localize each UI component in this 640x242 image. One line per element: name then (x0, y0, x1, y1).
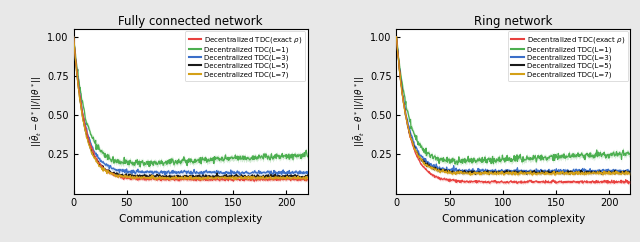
Y-axis label: $||\bar{\theta}_t - \theta^*||/||\theta^*||$: $||\bar{\theta}_t - \theta^*||/||\theta^… (352, 76, 367, 147)
Title: Fully connected network: Fully connected network (118, 15, 263, 28)
Title: Ring network: Ring network (474, 15, 552, 28)
X-axis label: Communication complexity: Communication complexity (119, 214, 262, 224)
Legend: Decentralized TDC(exact $\rho$), Decentralized TDC(L=1), Decentralized TDC(L=3),: Decentralized TDC(exact $\rho$), Decentr… (508, 31, 628, 81)
Y-axis label: $||\bar{\theta}_t - \theta^*||/||\theta^*||$: $||\bar{\theta}_t - \theta^*||/||\theta^… (29, 76, 44, 147)
X-axis label: Communication complexity: Communication complexity (442, 214, 585, 224)
Legend: Decentralized TDC(exact $\rho$), Decentralized TDC(L=1), Decentralized TDC(L=3),: Decentralized TDC(exact $\rho$), Decentr… (185, 31, 305, 81)
